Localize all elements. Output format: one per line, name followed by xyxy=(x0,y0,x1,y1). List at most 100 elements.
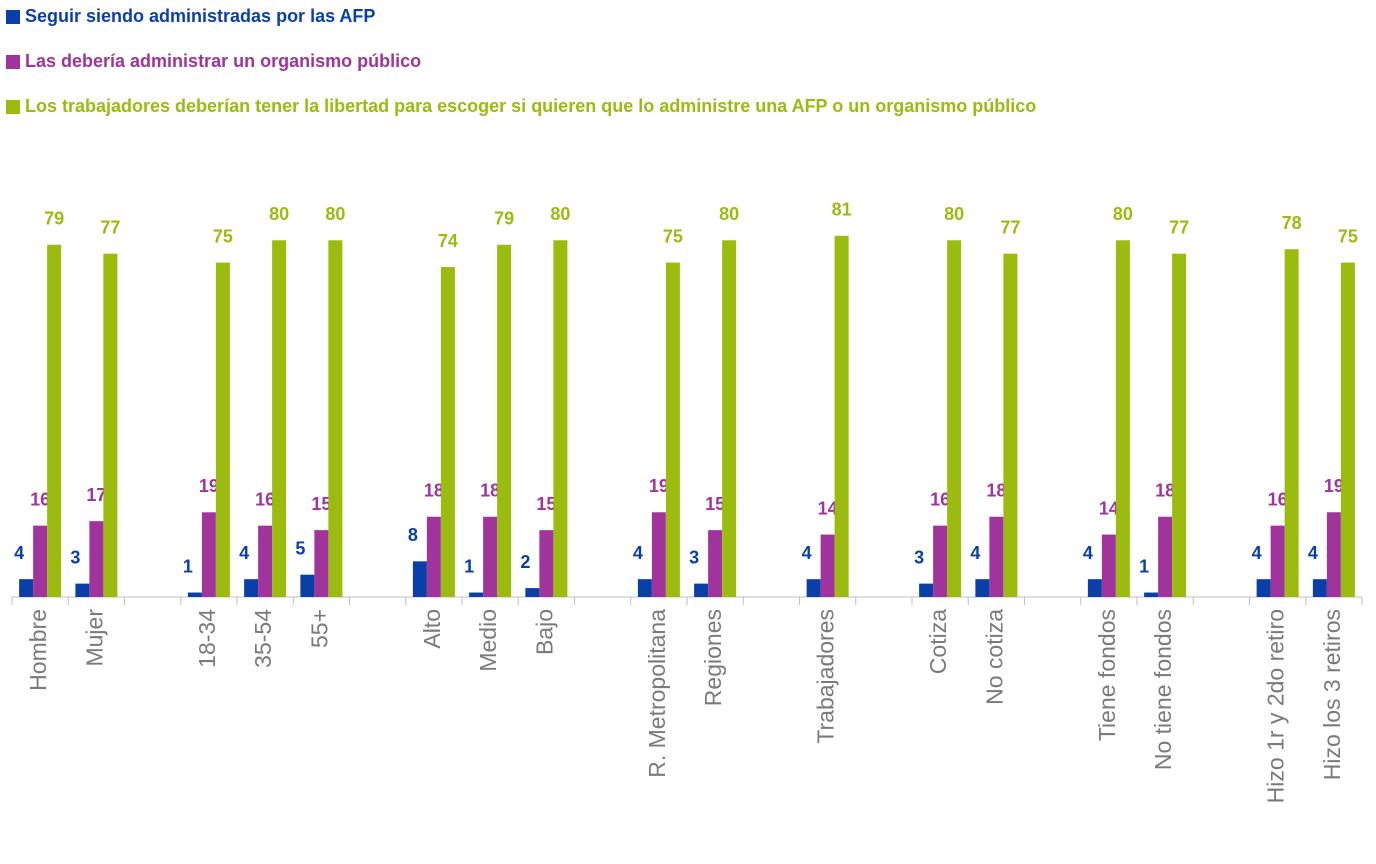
data-label: 1 xyxy=(183,556,193,576)
bar xyxy=(103,253,118,597)
data-label: 3 xyxy=(70,547,80,567)
bar xyxy=(1340,262,1355,597)
data-label: 16 xyxy=(930,489,950,509)
x-tick-label: Bajo xyxy=(531,609,557,655)
data-label: 75 xyxy=(663,226,683,246)
data-label: 19 xyxy=(199,476,219,496)
bar xyxy=(215,262,230,597)
x-tick-label: Tiene fondos xyxy=(1094,609,1120,741)
data-label: 3 xyxy=(689,547,699,567)
data-label: 18 xyxy=(480,480,500,500)
data-label: 77 xyxy=(1169,217,1189,237)
data-label: 78 xyxy=(1282,213,1302,233)
bar xyxy=(1087,579,1102,597)
data-label: 8 xyxy=(408,525,418,545)
data-label: 4 xyxy=(1083,543,1093,563)
bar xyxy=(553,240,568,597)
data-label: 4 xyxy=(802,543,812,563)
data-label: 18 xyxy=(424,480,444,500)
bar xyxy=(694,583,709,597)
bar xyxy=(426,516,441,597)
data-label: 80 xyxy=(719,204,739,224)
data-label: 74 xyxy=(438,231,458,251)
bar xyxy=(89,521,104,597)
data-label: 19 xyxy=(1324,476,1344,496)
data-label: 15 xyxy=(311,494,331,514)
bar xyxy=(1115,240,1130,597)
x-tick-label: Hizo 1r y 2do retiro xyxy=(1263,609,1289,803)
data-label: 79 xyxy=(494,209,514,229)
bar xyxy=(919,583,934,597)
data-label: 4 xyxy=(1308,543,1318,563)
x-tick-label: No cotiza xyxy=(981,609,1007,705)
legend-swatch xyxy=(6,100,20,114)
bar xyxy=(440,267,455,597)
data-label: 18 xyxy=(986,480,1006,500)
data-label: 4 xyxy=(14,543,24,563)
data-label: 80 xyxy=(325,204,345,224)
data-label: 14 xyxy=(818,498,838,518)
legend-label: Seguir siendo administradas por las AFP xyxy=(25,6,375,26)
bar xyxy=(806,579,821,597)
bar xyxy=(1101,534,1116,597)
bar xyxy=(497,244,512,598)
legend-swatch xyxy=(6,10,20,24)
data-label: 75 xyxy=(213,226,233,246)
data-label: 19 xyxy=(649,476,669,496)
data-label: 1 xyxy=(1139,556,1149,576)
data-label: 15 xyxy=(705,494,725,514)
bar xyxy=(1003,253,1018,597)
bar xyxy=(412,561,427,597)
x-tick-label: 55+ xyxy=(306,609,332,648)
bar xyxy=(469,592,484,597)
bar xyxy=(1256,579,1271,597)
legend-swatch xyxy=(6,55,20,69)
bar xyxy=(933,525,948,597)
data-label: 80 xyxy=(550,204,570,224)
data-label: 18 xyxy=(1155,480,1175,500)
bar xyxy=(989,516,1004,597)
data-label: 80 xyxy=(269,204,289,224)
bar xyxy=(314,530,329,597)
bar xyxy=(258,525,273,597)
bar xyxy=(722,240,737,597)
x-tick-label: Hombre xyxy=(25,609,51,691)
data-label: 81 xyxy=(832,200,852,220)
bar xyxy=(834,235,849,597)
data-label: 16 xyxy=(1268,489,1288,509)
bar xyxy=(665,262,680,597)
bar xyxy=(820,534,835,597)
bar xyxy=(708,530,723,597)
data-label: 3 xyxy=(914,547,924,567)
bar xyxy=(1172,253,1187,597)
bar xyxy=(1270,525,1285,597)
bar xyxy=(483,516,498,597)
x-tick-label: 18-34 xyxy=(194,609,220,668)
bar xyxy=(328,240,343,597)
bar xyxy=(33,525,48,597)
data-label: 4 xyxy=(239,543,249,563)
bar xyxy=(651,512,666,597)
data-label: 15 xyxy=(536,494,556,514)
bar xyxy=(1326,512,1341,597)
x-tick-label: Trabajadores xyxy=(813,609,839,744)
bar xyxy=(1144,592,1159,597)
bar xyxy=(272,240,287,597)
data-label: 16 xyxy=(255,489,275,509)
data-label: 75 xyxy=(1338,226,1358,246)
bar xyxy=(1284,249,1299,597)
x-tick-label: Medio xyxy=(475,609,501,672)
x-tick-label: Mujer xyxy=(81,609,107,667)
x-tick-label: Hizo los 3 retiros xyxy=(1319,609,1345,780)
bar xyxy=(244,579,259,597)
data-label: 5 xyxy=(295,538,305,558)
x-tick-label: No tiene fondos xyxy=(1150,609,1176,770)
bar xyxy=(1158,516,1173,597)
bar xyxy=(47,244,62,598)
bar xyxy=(201,512,216,597)
x-tick-label: Regiones xyxy=(700,609,726,706)
data-label: 79 xyxy=(44,209,64,229)
bar xyxy=(300,574,315,597)
